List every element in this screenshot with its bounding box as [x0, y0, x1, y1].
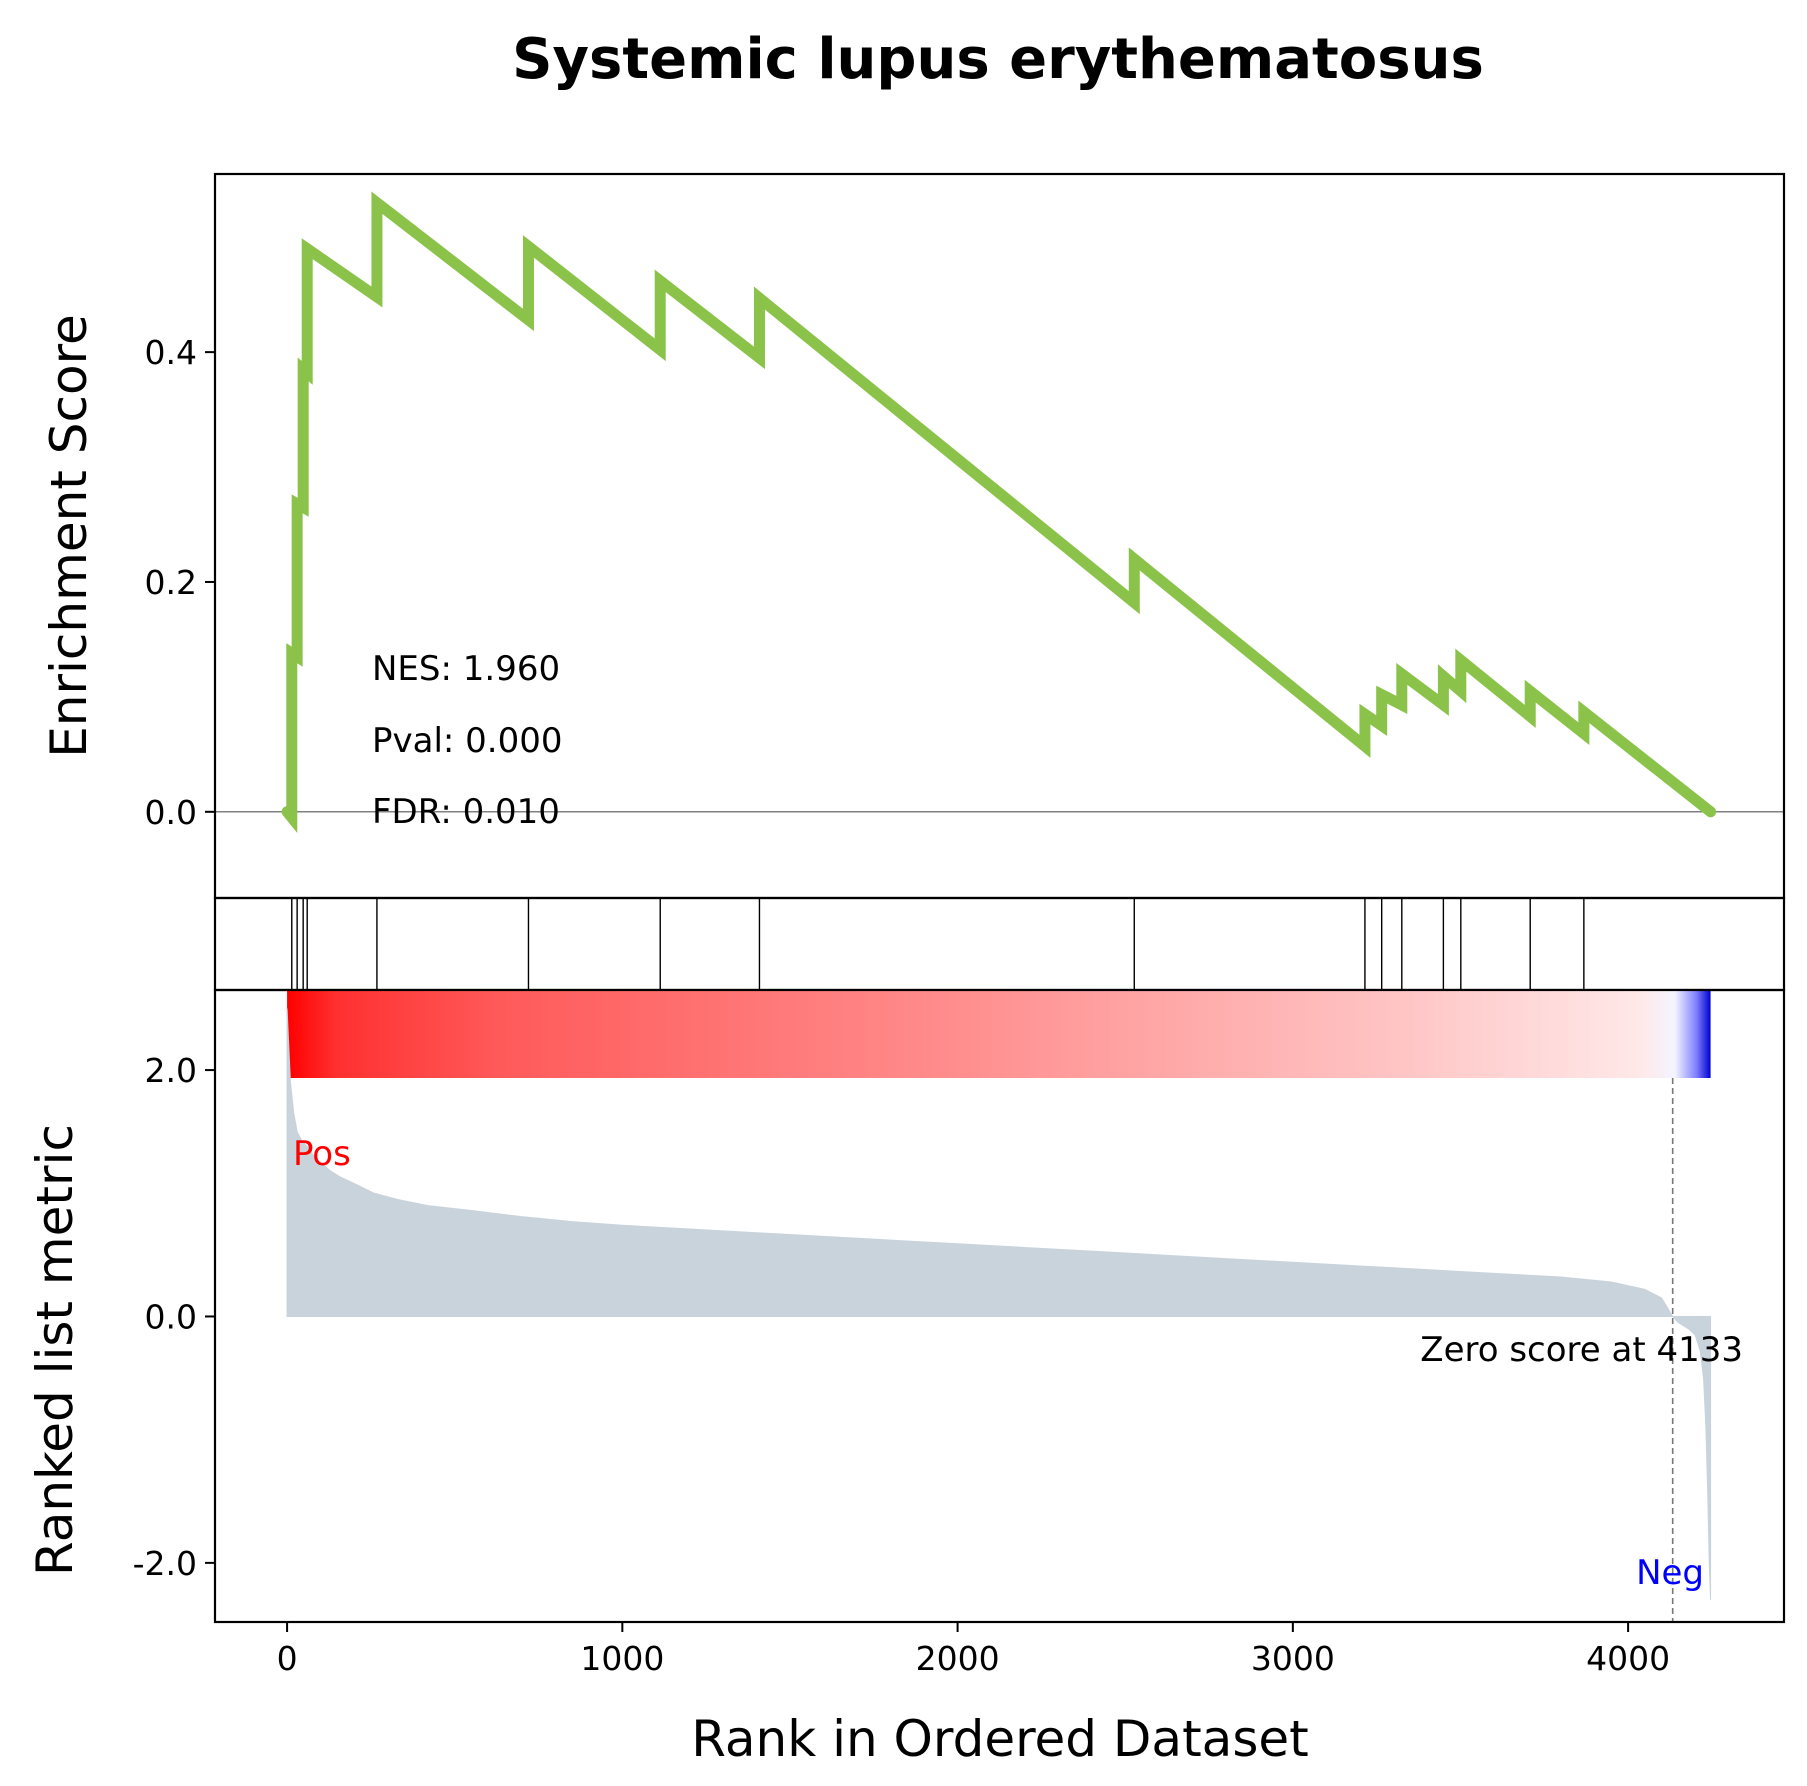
x-tick-label: 3000 [1251, 1639, 1335, 1678]
nes-annotation: NES: 1.960 [372, 649, 560, 689]
x-tick-label: 1000 [580, 1639, 664, 1678]
pval-annotation: Pval: 0.000 [372, 721, 563, 761]
metric-panel-frame [213, 988, 1786, 1624]
hits-panel [213, 896, 1786, 992]
metric-panel: Pos Neg Zero score at 4133 -2.0 0.0 2.0 0 1… [133, 988, 1786, 1678]
hit-marks [291, 898, 1585, 990]
es-panel-frame [213, 172, 1786, 900]
x-tick-label: 0 [277, 1639, 298, 1678]
x-tick-label: 4000 [1586, 1639, 1670, 1678]
x-tick-label: 2000 [916, 1639, 1000, 1678]
hits-panel-frame [213, 896, 1786, 992]
metric-y-axis-ticks: -2.0 0.0 2.0 [133, 1051, 215, 1583]
chart-title: Systemic lupus erythematosus [512, 27, 1484, 92]
es-series-line [281, 191, 1717, 834]
fdr-annotation: FDR: 0.010 [372, 792, 560, 832]
metric-y-tick-label: 2.0 [145, 1051, 197, 1090]
rank-color-bar [287, 990, 1711, 1078]
es-y-tick-label: 0.4 [145, 333, 197, 372]
metric-y-tick-label: -2.0 [133, 1544, 197, 1583]
zero-score-label: Zero score at 4133 [1420, 1330, 1743, 1370]
es-y-axis-ticks: 0.0 0.2 0.4 [145, 333, 215, 832]
es-y-axis-label: Enrichment Score [40, 314, 98, 758]
neg-label: Neg [1636, 1553, 1704, 1593]
metric-y-tick-label: 0.0 [145, 1297, 197, 1336]
es-y-tick-label: 0.2 [145, 563, 197, 602]
metric-area [286, 1008, 1712, 1600]
pos-label: Pos [293, 1134, 351, 1174]
x-axis-label: Rank in Ordered Dataset [691, 1710, 1308, 1768]
es-y-tick-label: 0.0 [145, 793, 197, 832]
metric-y-axis-label: Ranked list metric [26, 1124, 84, 1576]
x-axis-ticks: 0 1000 2000 3000 4000 [277, 1622, 1670, 1678]
es-panel: NES: 1.960 Pval: 0.000 FDR: 0.010 0.0 0.2… [145, 172, 1786, 900]
